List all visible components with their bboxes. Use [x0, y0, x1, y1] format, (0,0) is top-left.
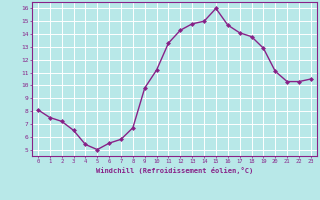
X-axis label: Windchill (Refroidissement éolien,°C): Windchill (Refroidissement éolien,°C) [96, 167, 253, 174]
